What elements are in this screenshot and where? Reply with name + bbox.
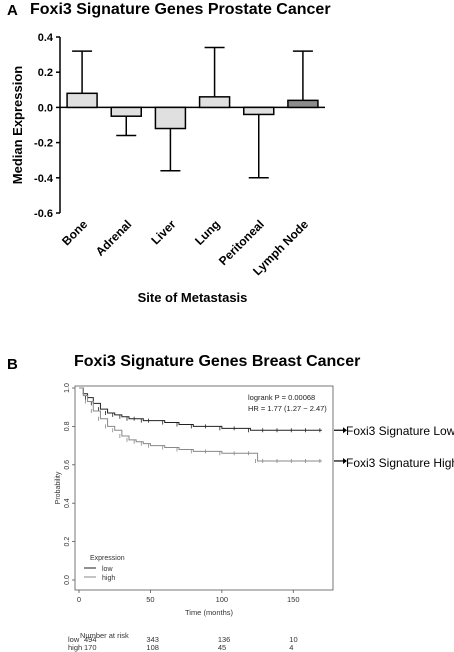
legend-label-high: high [102, 575, 115, 582]
risk-value: 10 [289, 635, 297, 644]
x-tick-label: 150 [287, 595, 300, 604]
x-tick-label: 0 [77, 595, 81, 604]
arrow-high-head [343, 457, 347, 464]
risk-value: 4 [289, 643, 293, 652]
y-tick-label: 0.4 [38, 32, 54, 44]
y-tick-label: 0.2 [64, 537, 71, 547]
y-tick-label: 0.2 [38, 67, 53, 79]
y-tick-label: 1.0 [64, 383, 71, 393]
x-axis-label: Time (months) [185, 608, 234, 617]
y-axis-label: Median Expression [10, 66, 25, 185]
risk-value: 108 [146, 643, 159, 652]
y-tick-label: -0.4 [34, 173, 54, 185]
annotation-signature-high: Foxi3 Signature High [346, 456, 454, 470]
risk-table-title: Number at risk [80, 631, 129, 640]
km-curve-high [79, 387, 322, 462]
risk-row-label: high [68, 643, 82, 652]
legend-title: Expression [90, 555, 125, 562]
x-tick-label: 100 [216, 595, 229, 604]
y-tick-label: 0.4 [64, 498, 71, 508]
risk-value: 170 [84, 643, 97, 652]
panel-a-title: Foxi3 Signature Genes Prostate Cancer [30, 1, 331, 18]
arrow-low-head [343, 427, 347, 434]
y-tick-label: 0.6 [64, 460, 71, 470]
risk-row-label: low [68, 635, 80, 644]
risk-value: 45 [218, 643, 226, 652]
annotation-signature-low: Foxi3 Signature Low [346, 424, 454, 438]
plot-frame [74, 385, 334, 591]
y-tick-label: -0.6 [34, 208, 53, 220]
risk-value: 343 [146, 635, 159, 644]
panel-b-letter: B [7, 356, 18, 373]
stats-hr: HR = 1.77 (1.27 − 2.47) [248, 404, 327, 413]
y-tick-label: -0.2 [34, 138, 53, 150]
y-tick-label: 0.8 [64, 421, 71, 431]
legend-label-low: low [102, 566, 113, 573]
risk-value: 136 [218, 635, 231, 644]
y-tick-label: 0.0 [64, 575, 71, 585]
panel-b-title: Foxi3 Signature Genes Breast Cancer [74, 353, 361, 370]
risk-value: 494 [84, 635, 97, 644]
panel-a-letter: A [7, 2, 18, 19]
x-axis-label: Site of Metastasis [138, 290, 248, 305]
stats-logrank: logrank P = 0.00068 [248, 393, 315, 402]
y-axis-label: Probability [55, 471, 62, 504]
x-tick-label: 50 [146, 595, 154, 604]
y-tick-label: 0.0 [38, 102, 53, 114]
